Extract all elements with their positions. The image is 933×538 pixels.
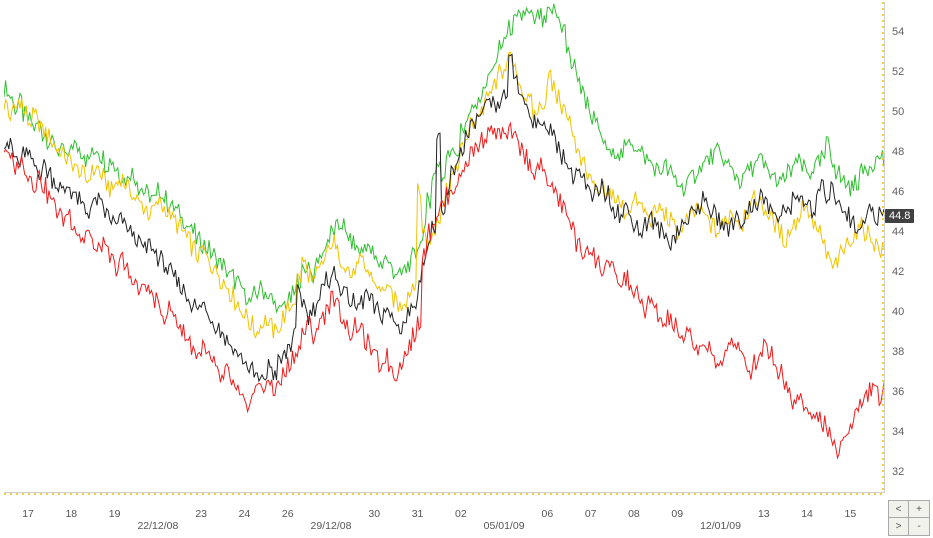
chart-svg xyxy=(4,2,884,492)
x-tick-label: 19 xyxy=(109,508,121,520)
x-tick-label: 08 xyxy=(628,508,640,520)
y-tick-label: 46 xyxy=(892,186,904,198)
series-black xyxy=(4,54,884,381)
x-axis: 17 18 19 22/12/08 23 24 26 29/12/08 30 31 02 05/01/… xyxy=(4,496,884,534)
x-tick-label: 18 xyxy=(65,508,77,520)
x-tick-label: 22/12/08 xyxy=(137,520,178,532)
x-tick-label: 02 xyxy=(455,508,467,520)
y-tick-label: 48 xyxy=(892,146,904,158)
nav-box: < + > - xyxy=(888,500,930,536)
x-tick-label: 23 xyxy=(195,508,207,520)
y-tick-label: 32 xyxy=(892,466,904,478)
y-tick-label: 54 xyxy=(892,26,904,38)
series-green xyxy=(4,4,884,313)
x-tick-label: 13 xyxy=(758,508,770,520)
y-tick-label: 38 xyxy=(892,346,904,358)
y-axis: 32 34 36 38 40 42 44 46 48 50 52 54 xyxy=(888,2,930,492)
x-tick-label: 29/12/08 xyxy=(311,520,352,532)
x-tick-label: 05/01/09 xyxy=(484,520,525,532)
x-tick-label: 06 xyxy=(542,508,554,520)
y-tick-label: 44 xyxy=(892,226,904,238)
nav-zoom-out[interactable]: - xyxy=(909,518,929,535)
x-tick-label: 14 xyxy=(801,508,813,520)
y-tick-label: 36 xyxy=(892,386,904,398)
series-yellow xyxy=(4,52,884,338)
x-tick-label: 17 xyxy=(22,508,34,520)
x-tick-label: 15 xyxy=(844,508,856,520)
nav-zoom-in[interactable]: + xyxy=(909,501,929,518)
x-tick-label: 09 xyxy=(671,508,683,520)
y-tick-label: 52 xyxy=(892,66,904,78)
x-tick-label: 24 xyxy=(239,508,251,520)
y-tick-label: 40 xyxy=(892,306,904,318)
nav-scroll-left[interactable]: < xyxy=(889,501,909,518)
x-tick-label: 07 xyxy=(585,508,597,520)
last-price-value: 44.8 xyxy=(889,210,910,222)
y-tick-label: 50 xyxy=(892,106,904,118)
last-price-tag: 44.8 xyxy=(885,209,914,223)
nav-scroll-right[interactable]: > xyxy=(889,518,909,535)
x-tick-label: 26 xyxy=(282,508,294,520)
x-tick-label: 30 xyxy=(368,508,380,520)
y-tick-label: 34 xyxy=(892,426,904,438)
chart-plot-area xyxy=(4,2,885,493)
y-tick-label: 42 xyxy=(892,266,904,278)
x-tick-label: 12/01/09 xyxy=(700,520,741,532)
x-tick-label: 31 xyxy=(412,508,424,520)
